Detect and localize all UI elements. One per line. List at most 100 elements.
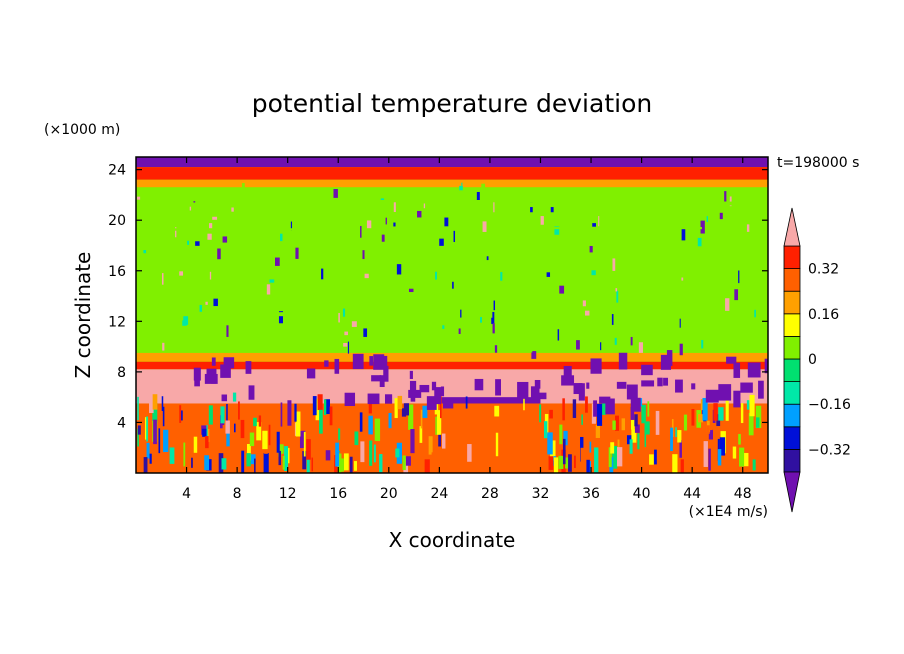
texture-streak (337, 453, 342, 473)
texture-streak (756, 417, 760, 428)
texture-streak (586, 459, 590, 473)
texture-patch (452, 281, 454, 289)
texture-streak (655, 410, 660, 435)
texture-streak (191, 457, 193, 468)
texture-blob (740, 382, 753, 393)
texture-streak (677, 430, 682, 443)
texture-patch (729, 196, 732, 207)
texture-streak (158, 428, 161, 454)
texture-patch (393, 200, 396, 212)
texture-blob (419, 384, 430, 393)
texture-streak (408, 404, 414, 430)
texture-streak (241, 450, 245, 473)
texture-patch (342, 308, 346, 317)
texture-patch (460, 309, 462, 318)
texture-streak (405, 456, 411, 466)
texture-streak (738, 433, 741, 445)
texture-streak (359, 412, 363, 432)
texture-patch (638, 342, 643, 353)
texture-stripe (141, 336, 313, 340)
texture-blob (599, 396, 611, 404)
texture-streak (388, 412, 392, 429)
texture-blob (426, 396, 437, 410)
texture-blob (409, 380, 417, 396)
texture-patch (205, 301, 208, 305)
texture-blob (434, 387, 441, 405)
texture-patch (724, 191, 727, 202)
texture-patch (697, 237, 702, 247)
texture-streak (249, 432, 255, 447)
texture-stripe (517, 227, 702, 230)
texture-streak (250, 454, 256, 465)
texture-streak (631, 429, 637, 443)
texture-streak (149, 399, 154, 414)
texture-streak (319, 409, 323, 434)
texture-streak (324, 399, 330, 415)
texture-patch (423, 203, 426, 209)
texture-streak (349, 456, 353, 473)
x-tick-label: 28 (481, 486, 499, 502)
texture-patch (231, 207, 234, 212)
texture-blob (382, 355, 388, 368)
texture-streak (306, 458, 310, 473)
texture-patch (187, 240, 190, 245)
texture-streak (302, 451, 307, 470)
texture-patch (530, 202, 533, 215)
texture-streak (276, 431, 280, 453)
texture-streak (338, 439, 341, 452)
texture-streak (303, 431, 306, 457)
texture-blob (211, 357, 216, 366)
texture-streak (585, 396, 588, 413)
texture-patch (212, 216, 218, 220)
texture-streak (287, 400, 292, 426)
texture-streak (329, 406, 333, 426)
texture-streak (438, 427, 442, 447)
texture-blob (764, 358, 768, 374)
texture-streak (640, 398, 643, 407)
texture-blob (718, 384, 732, 401)
texture-streak (353, 461, 357, 471)
texture-streak (562, 398, 565, 421)
x-tick-label: 20 (380, 486, 398, 502)
texture-patch (241, 183, 245, 190)
texture-streak (675, 427, 677, 438)
texture-blob (657, 377, 663, 387)
texture-patch (681, 227, 686, 241)
texture-blob (530, 386, 540, 401)
texture-blob (641, 380, 655, 387)
texture-streak (161, 396, 164, 412)
texture-patch (754, 309, 756, 318)
texture-streak (672, 454, 678, 473)
texture-streak (562, 438, 566, 465)
texture-blob (206, 368, 217, 380)
colorbar-block (783, 403, 801, 428)
texture-patch (402, 221, 408, 231)
colorbar-block (783, 448, 801, 473)
y-tick-label: 8 (117, 365, 126, 381)
texture-patch (493, 300, 496, 311)
colorbar-block (783, 358, 801, 383)
texture-patch (266, 284, 271, 295)
field-region (136, 187, 768, 353)
texture-streak (253, 458, 256, 473)
x-unit-label: (×1E4 m/s) (689, 504, 768, 520)
texture-streak (294, 403, 297, 422)
texture-blob (383, 365, 389, 382)
texture-blob (369, 356, 374, 366)
texture-streak (238, 401, 240, 420)
texture-streak (583, 404, 590, 423)
texture-streak (368, 397, 372, 414)
texture-patch (439, 238, 444, 249)
texture-streak (593, 400, 598, 417)
texture-patch (280, 233, 283, 242)
texture-blob (371, 375, 382, 382)
field-bands (136, 157, 768, 473)
texture-streak (621, 418, 626, 431)
colorbar-block (783, 245, 801, 270)
texture-streak (569, 441, 575, 459)
texture-streak (253, 417, 257, 427)
colorbar-block (783, 268, 801, 292)
texture-streak (647, 401, 650, 417)
texture-patch (347, 341, 350, 354)
texture-streak (679, 440, 682, 458)
